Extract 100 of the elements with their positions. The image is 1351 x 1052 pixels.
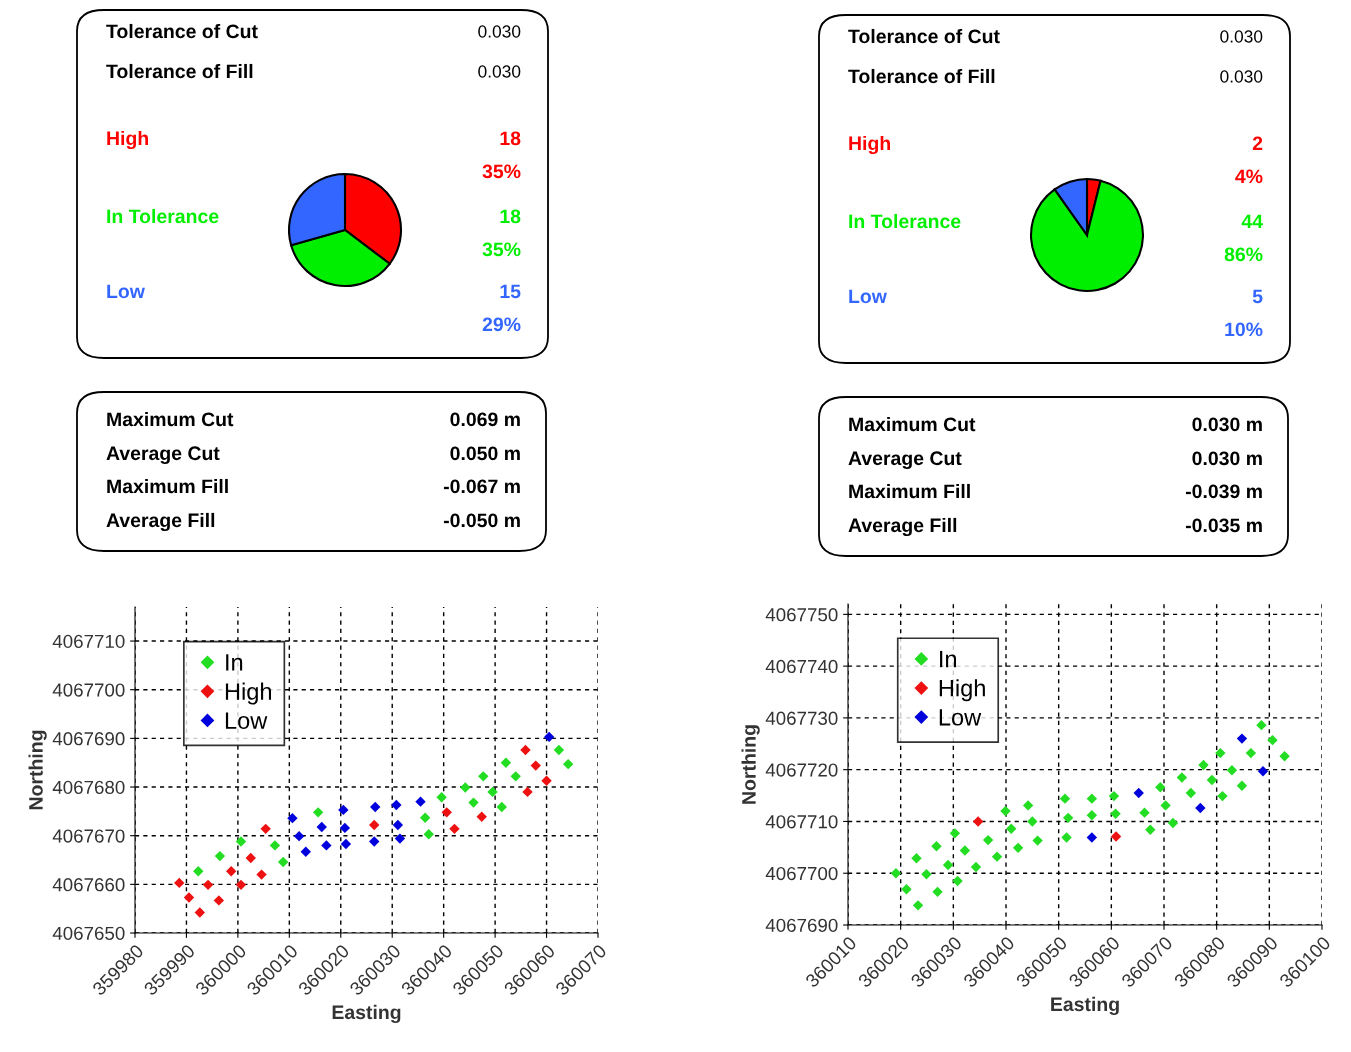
- point: [520, 744, 531, 756]
- text: 10%: [1225, 322, 1263, 337]
- legend-label: High: [225, 682, 272, 705]
- legend-label: Low: [225, 712, 268, 729]
- point: [1279, 751, 1290, 762]
- point: [423, 829, 434, 840]
- point: [942, 859, 954, 871]
- point: [1257, 766, 1269, 777]
- point: [1006, 823, 1017, 834]
- text: 18: [500, 209, 521, 224]
- point: [1195, 802, 1206, 814]
- point: [1108, 790, 1120, 802]
- point: [1110, 808, 1121, 819]
- text: 0.069 m: [450, 412, 520, 427]
- text: Tolerance of Fill: [106, 63, 253, 79]
- text: Tolerance of Cut: [106, 23, 258, 39]
- point: [500, 757, 512, 768]
- text: Low: [849, 289, 887, 304]
- point: [901, 884, 912, 895]
- point: [1217, 790, 1228, 802]
- point: [982, 834, 994, 846]
- text: 0.030 m: [1192, 451, 1262, 466]
- point: [460, 782, 471, 793]
- point: [1027, 816, 1038, 827]
- y-tick-label: 4067710: [52, 634, 125, 649]
- point: [1167, 817, 1179, 829]
- point: [213, 895, 225, 906]
- point: [1062, 812, 1074, 824]
- point: [269, 840, 281, 851]
- y-tick-label: 4067730: [765, 711, 838, 725]
- point: [392, 819, 404, 831]
- point: [1061, 832, 1072, 843]
- text: Average Fill: [848, 517, 957, 537]
- y-tick-label: 4067720: [765, 763, 838, 777]
- point: [321, 840, 332, 851]
- point: [339, 822, 351, 834]
- point: [226, 866, 237, 877]
- point: [174, 877, 185, 889]
- point: [1000, 805, 1011, 817]
- text: Average Fill: [106, 512, 215, 532]
- text: High: [107, 130, 148, 150]
- point: [1032, 835, 1043, 846]
- y-axis-title: Northing: [28, 730, 47, 810]
- point: [370, 801, 381, 813]
- point: [959, 845, 971, 856]
- point: [1160, 800, 1171, 811]
- point: [287, 812, 298, 824]
- pie-slice: [1029, 179, 1145, 293]
- text: Tolerance of Fill: [848, 68, 995, 84]
- y-tick-label: 4067680: [52, 780, 125, 795]
- text: Maximum Fill: [849, 483, 970, 499]
- point: [970, 861, 982, 873]
- point: [391, 799, 402, 811]
- point: [949, 828, 961, 839]
- point: [202, 879, 214, 891]
- point: [522, 786, 533, 798]
- point: [340, 838, 352, 850]
- text: -0.050 m: [443, 513, 520, 528]
- point: [1267, 734, 1278, 746]
- point: [394, 833, 406, 844]
- text: Tolerance of Cut: [848, 28, 1000, 44]
- point: [912, 900, 924, 911]
- point: [972, 816, 984, 827]
- y-tick-label: 4067750: [765, 608, 838, 622]
- point: [1133, 787, 1144, 799]
- y-tick-label: 4067740: [765, 659, 838, 674]
- point: [541, 775, 552, 786]
- point: [316, 821, 327, 833]
- point: [496, 801, 507, 813]
- point: [1110, 831, 1122, 842]
- text: 0.030: [478, 25, 521, 38]
- text: 18: [500, 131, 521, 146]
- text: 0.030 m: [1192, 417, 1262, 432]
- text: 86%: [1224, 247, 1263, 262]
- text: 2: [1252, 136, 1263, 151]
- point: [510, 771, 521, 782]
- point: [478, 771, 489, 782]
- point: [260, 823, 271, 835]
- y-tick-label: 4067670: [52, 829, 125, 843]
- text: -0.035 m: [1185, 518, 1262, 533]
- point: [991, 851, 1003, 862]
- text: 29%: [482, 317, 521, 332]
- text: 0.050 m: [450, 446, 520, 461]
- text: 0.030: [1220, 70, 1263, 83]
- text: 15: [500, 284, 521, 299]
- point: [543, 731, 555, 743]
- point: [530, 760, 541, 771]
- y-tick-label: 4067660: [52, 878, 125, 892]
- point: [235, 879, 247, 891]
- text: In Tolerance: [849, 213, 961, 229]
- legend-label: Low: [939, 709, 982, 726]
- text: 44: [1241, 214, 1263, 229]
- text: In Tolerance: [107, 208, 219, 224]
- point: [1236, 780, 1248, 791]
- point: [183, 892, 195, 903]
- text: 35%: [482, 164, 521, 179]
- y-tick-label: 4067710: [765, 815, 838, 829]
- point: [1185, 787, 1197, 799]
- point: [235, 836, 247, 847]
- point: [193, 866, 204, 877]
